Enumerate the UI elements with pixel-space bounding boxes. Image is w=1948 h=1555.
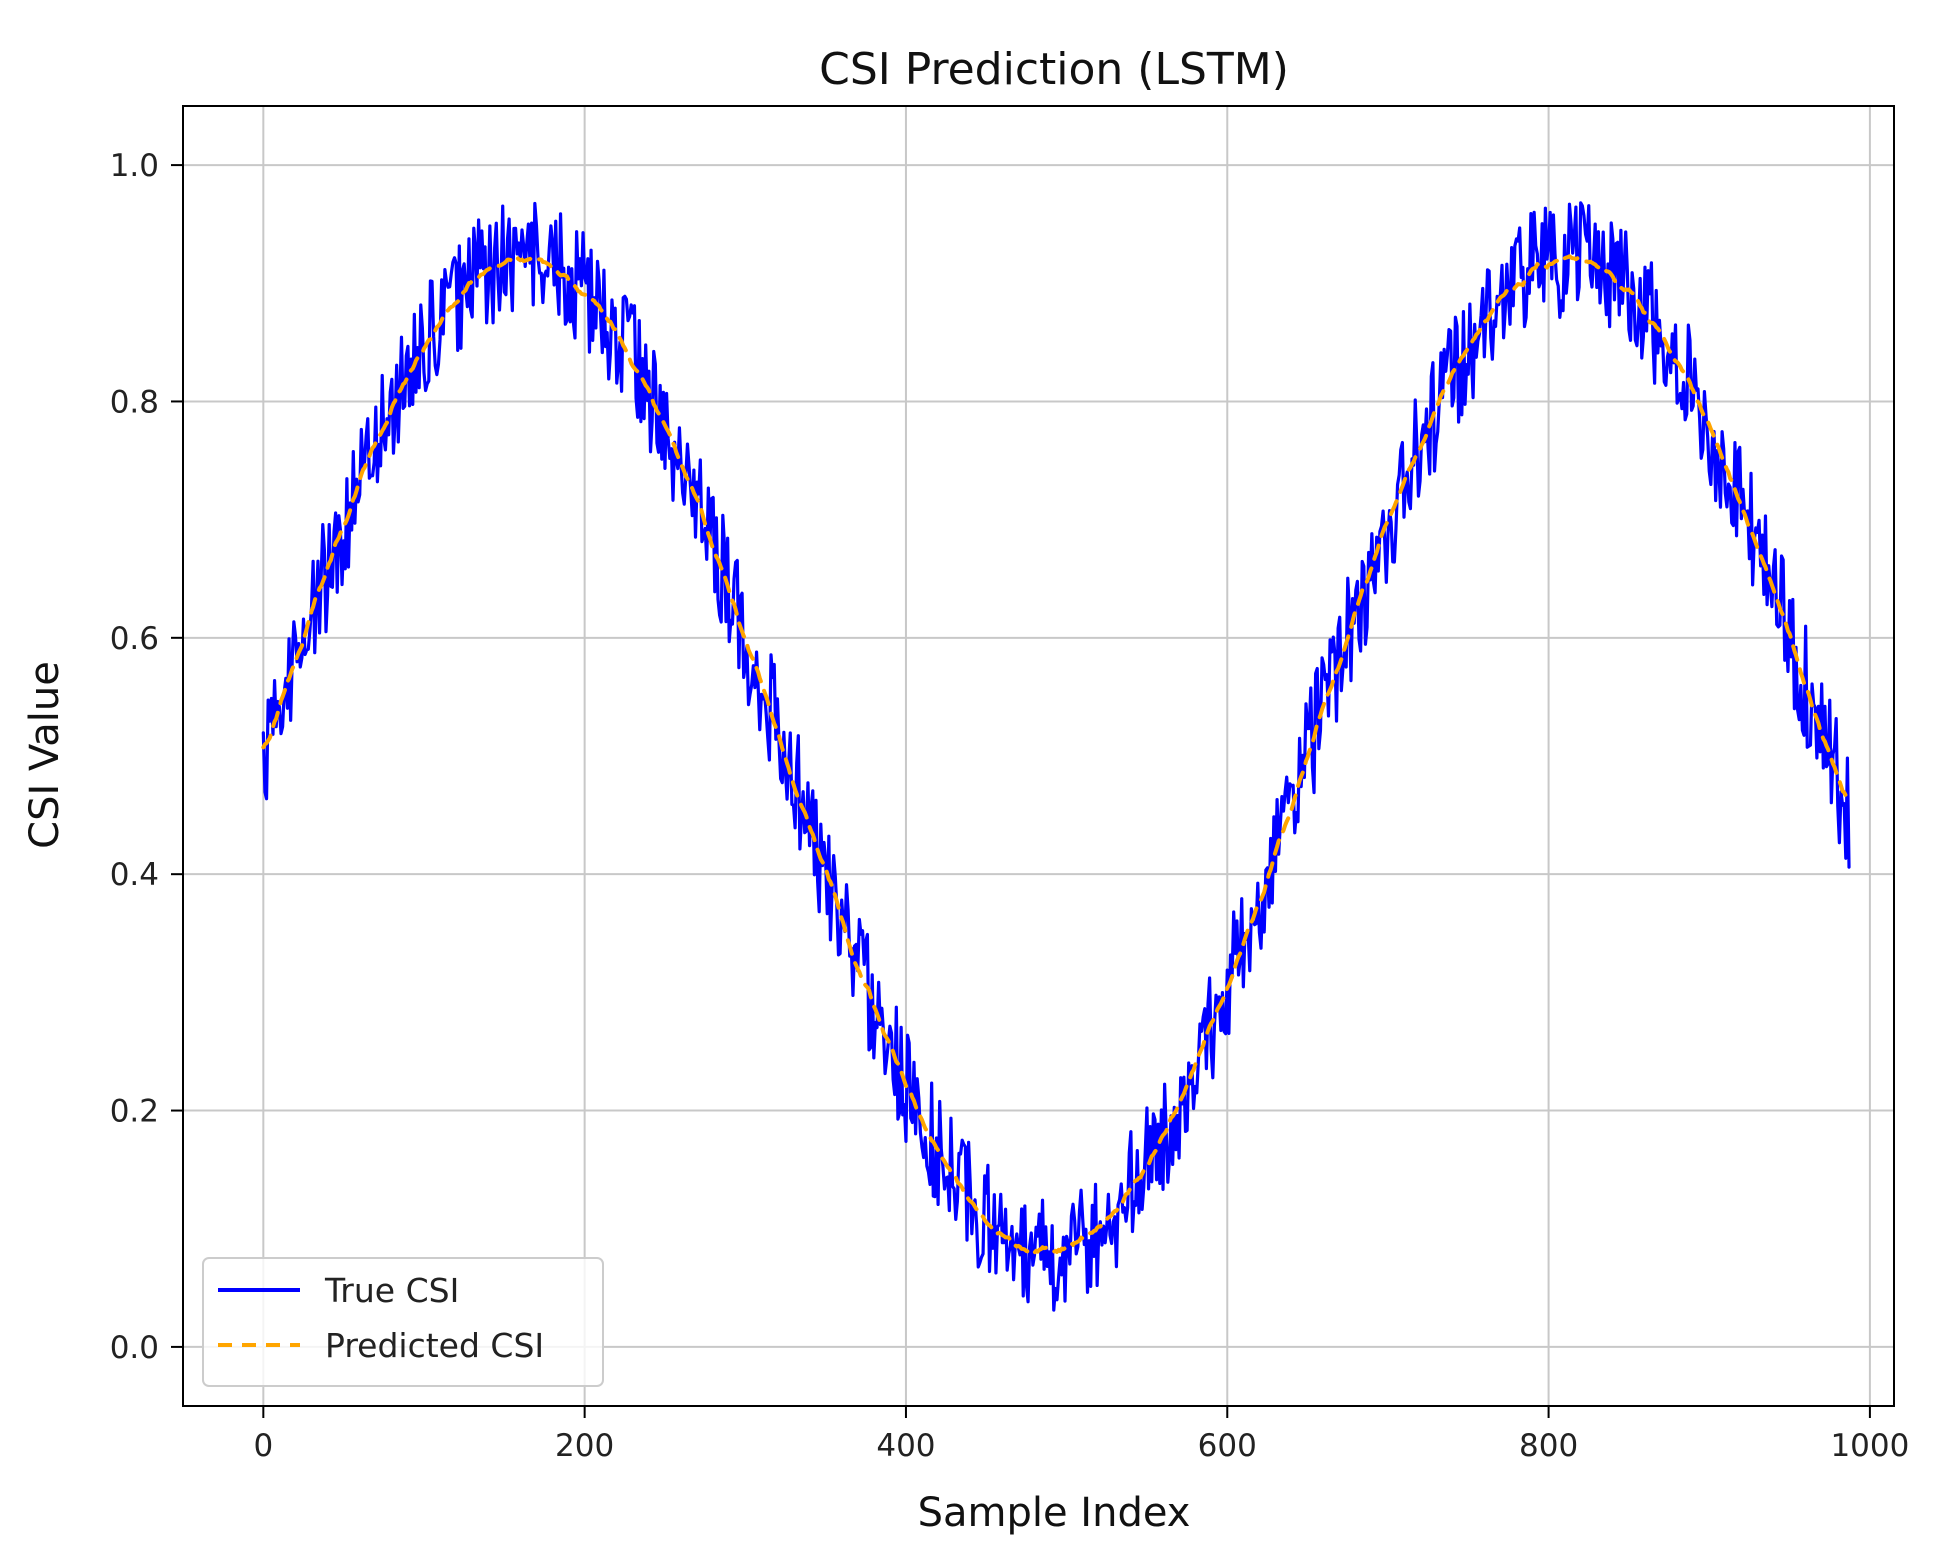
y-tick-label-0: 0.0 — [110, 1330, 159, 1366]
legend-true-csi-label: True CSI — [324, 1271, 459, 1310]
x-tick-label-0: 0 — [253, 1428, 273, 1464]
y-tick-label-0-8: 0.8 — [110, 384, 159, 420]
y-tick-label-0-6: 0.6 — [110, 621, 159, 657]
series-layer — [261, 201, 1852, 1312]
y-tick-label-1: 1.0 — [110, 148, 159, 184]
legend-box — [202, 1257, 604, 1387]
legend-predicted-csi-label: Predicted CSI — [325, 1326, 544, 1365]
chart-title: CSI Prediction (LSTM) — [819, 44, 1289, 95]
x-axis-title: Sample Index — [918, 1490, 1191, 1536]
x-tick-label-600: 600 — [1198, 1428, 1257, 1464]
y-axis-title: CSI Value — [22, 661, 68, 849]
y-tick-label-0-2: 0.2 — [110, 1094, 159, 1130]
tick-layer: 0 200 400 600 800 1000 0.0 0.2 0.4 0.6 0.8 1.0 — [110, 148, 1910, 1464]
legend: True CSI Predicted CSI — [202, 1257, 604, 1387]
y-tick-label-0-4: 0.4 — [110, 857, 159, 893]
true-csi-series-line — [261, 201, 1851, 1312]
x-tick-label-400: 400 — [876, 1428, 935, 1464]
x-tick-label-200: 200 — [555, 1428, 614, 1464]
plot-frame — [182, 105, 1895, 1407]
x-tick-label-800: 800 — [1519, 1428, 1578, 1464]
x-tick-label-1000: 1000 — [1830, 1428, 1909, 1464]
predicted-csi-series-line — [261, 254, 1852, 1256]
grid-layer — [183, 106, 1894, 1406]
